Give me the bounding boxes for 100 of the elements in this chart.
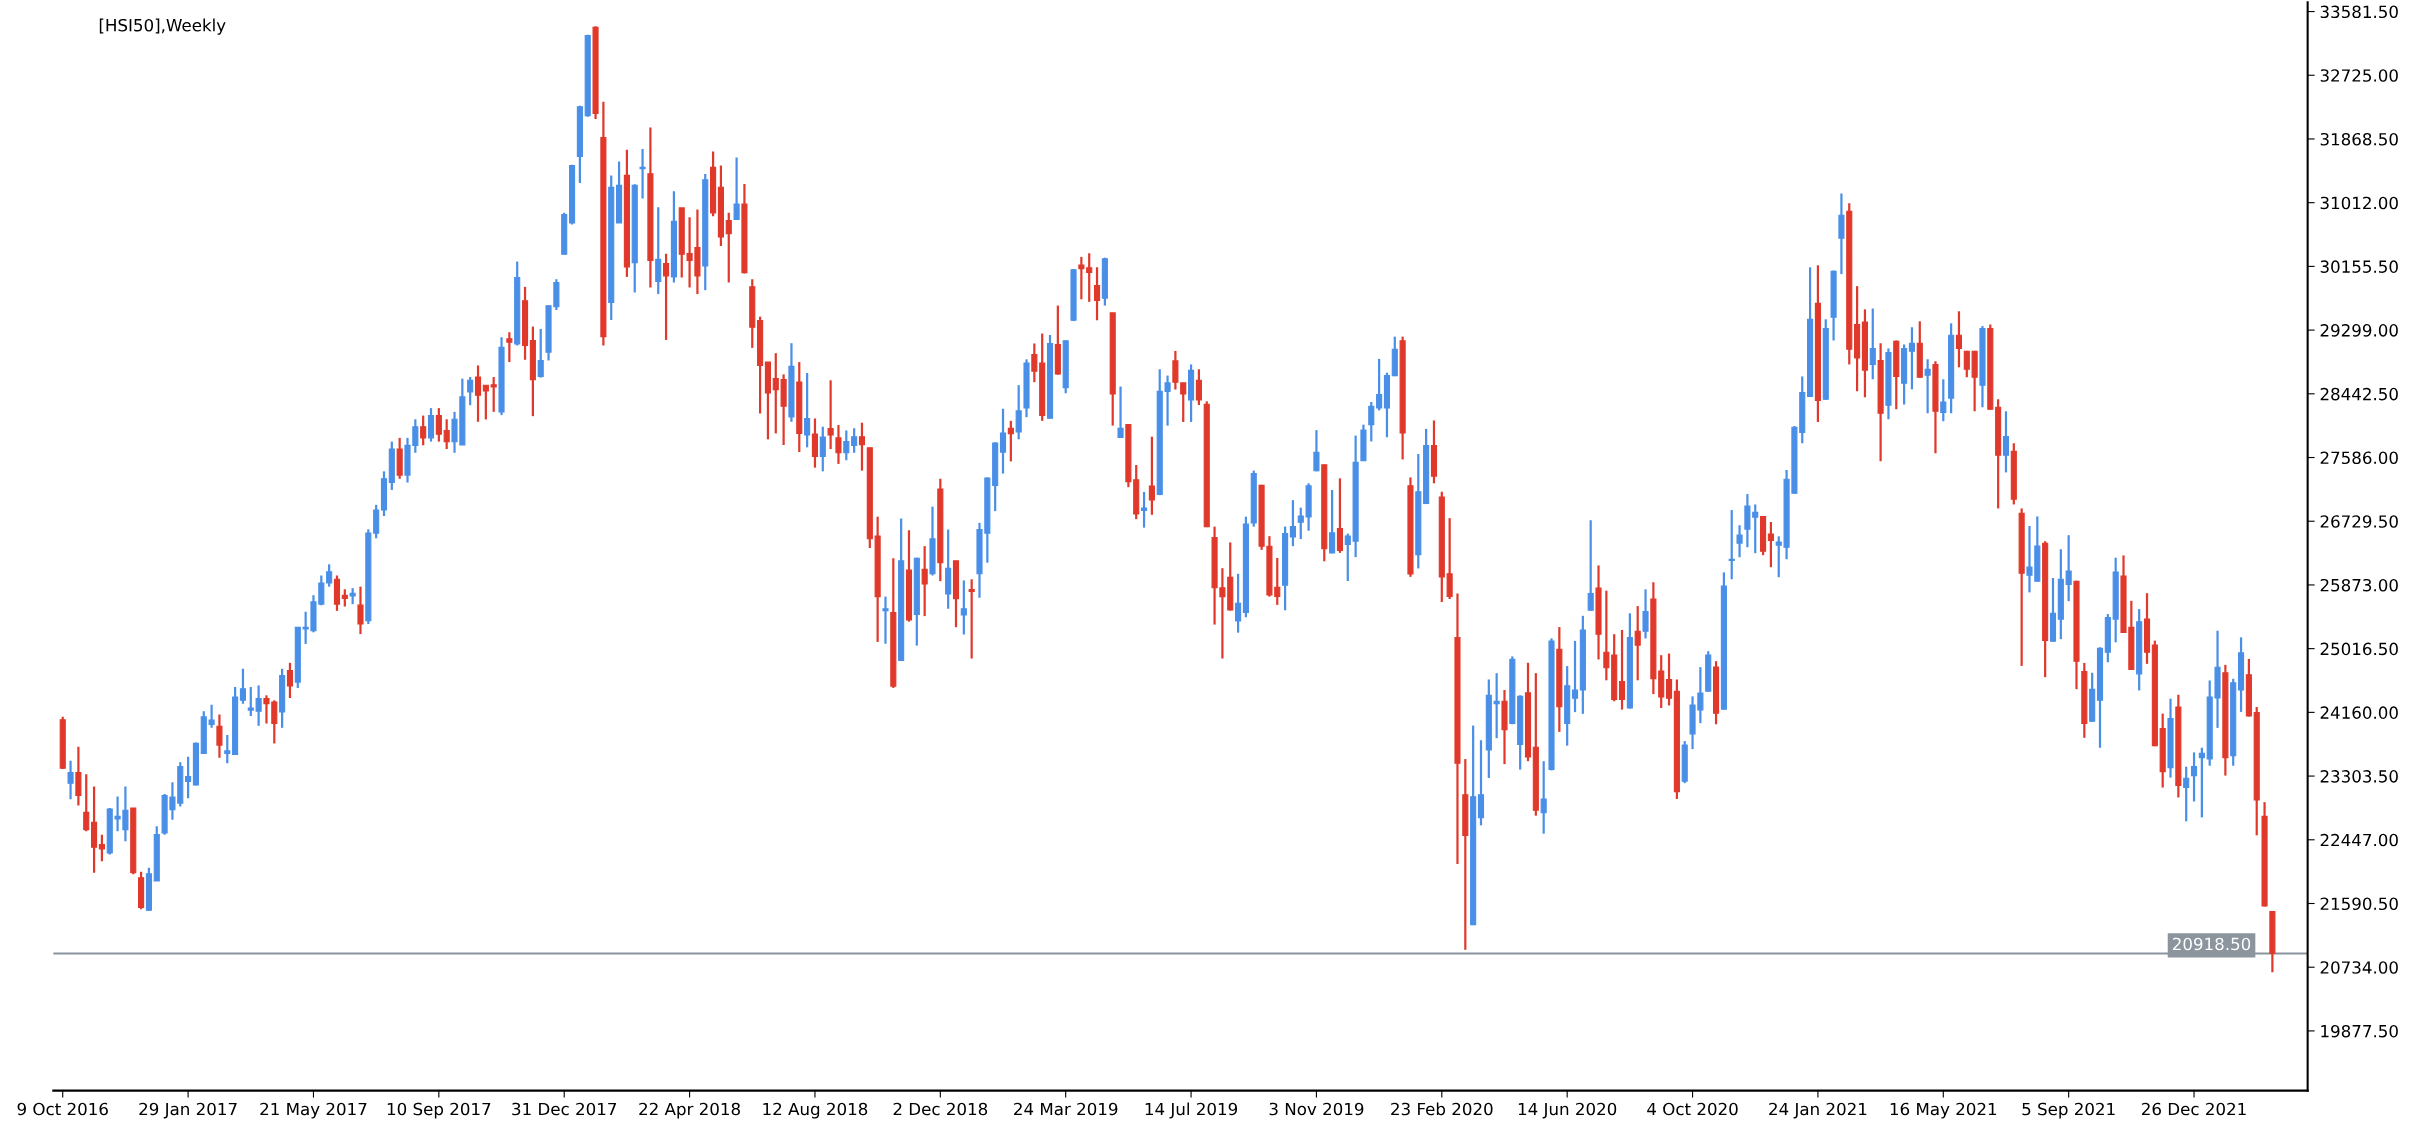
x-tick-label: 10 Sep 2017 xyxy=(387,1102,491,1119)
candlestick xyxy=(882,595,889,645)
y-tick-label: 27586.00 xyxy=(2320,451,2398,465)
candlestick xyxy=(811,417,819,469)
candlestick xyxy=(1195,368,1202,407)
candlestick xyxy=(420,414,427,447)
candlestick xyxy=(1924,358,1931,415)
candlestick xyxy=(725,211,732,284)
y-tick-label: 29299.00 xyxy=(2320,324,2398,337)
candlestick xyxy=(1587,519,1594,612)
candlestick xyxy=(443,418,450,451)
candlestick xyxy=(75,745,82,807)
x-tick-label: 29 Jan 2017 xyxy=(139,1102,237,1119)
candlestick xyxy=(326,563,333,588)
y-tick-label: 30155.50 xyxy=(2320,260,2398,273)
candlestick xyxy=(2065,534,2072,603)
candlestick xyxy=(474,364,482,423)
y-tick-label: 23303.50 xyxy=(2320,770,2398,783)
candlestick xyxy=(1767,520,1774,569)
candlestick xyxy=(1869,307,1876,381)
candlestick xyxy=(2190,751,2198,803)
x-tick-label: 5 Sep 2021 xyxy=(2022,1102,2115,1119)
y-tick-label: 20734.00 xyxy=(2320,961,2398,974)
candlestick xyxy=(357,585,364,636)
x-tick-label: 22 Apr 2018 xyxy=(639,1102,740,1119)
candlestick xyxy=(968,578,975,660)
x-tick-label: 26 Dec 2021 xyxy=(2142,1102,2246,1116)
y-tick-label: 32725.00 xyxy=(2320,69,2398,82)
candlestick xyxy=(1329,488,1336,555)
candlestick xyxy=(435,407,442,443)
x-tick-label: 31 Dec 2017 xyxy=(512,1102,617,1116)
candlestick xyxy=(2198,746,2205,819)
candlestick xyxy=(639,147,646,200)
candlestick xyxy=(655,206,662,296)
candlestick xyxy=(224,734,231,765)
candlestick xyxy=(1368,400,1375,443)
candlestick xyxy=(1838,192,1845,276)
candlestick xyxy=(1140,490,1148,529)
y-tick-label: 33581.50 xyxy=(2320,5,2398,19)
ref-line-label: 20918.50 xyxy=(2172,937,2251,951)
candlestick xyxy=(921,545,928,618)
candlestick xyxy=(490,375,497,413)
x-tick-label: 3 Nov 2019 xyxy=(1269,1102,1364,1116)
x-tick-label: 14 Jun 2020 xyxy=(1518,1102,1617,1119)
candlestick xyxy=(827,379,834,451)
x-tick-label: 21 May 2017 xyxy=(260,1102,367,1119)
candlestick xyxy=(216,713,223,759)
candlestick xyxy=(1618,628,1626,711)
candlestick xyxy=(427,407,435,443)
x-tick-label: 16 May 2021 xyxy=(1890,1102,1997,1119)
candlestick xyxy=(851,427,858,454)
x-tick-label: 9 Oct 2016 xyxy=(17,1102,108,1116)
x-tick-label: 2 Dec 2018 xyxy=(893,1102,988,1116)
candlestick xyxy=(835,423,842,466)
candlestick xyxy=(1940,378,1947,423)
candlestick xyxy=(1955,310,1963,369)
candlestick xyxy=(1007,419,1014,463)
candlestick xyxy=(83,773,90,833)
y-tick-label: 25016.50 xyxy=(2320,642,2398,656)
y-tick-label: 22447.00 xyxy=(2320,833,2398,847)
candlestick xyxy=(1235,572,1242,634)
candlestick xyxy=(1642,588,1649,640)
candlestick xyxy=(1665,652,1673,707)
candlestick xyxy=(1728,508,1735,581)
y-tick-label: 31012.00 xyxy=(2320,196,2398,210)
candlestick xyxy=(819,425,826,473)
candlestick xyxy=(1634,605,1641,682)
text: [HSI50],Weekly xyxy=(99,18,226,35)
candlestick xyxy=(1117,385,1124,439)
candlestick xyxy=(1015,384,1022,441)
y-tick-label: 28442.50 xyxy=(2320,387,2398,401)
candlestick xyxy=(1571,639,1579,714)
x-tick-label: 4 Oct 2020 xyxy=(1647,1102,1738,1116)
candlestick xyxy=(506,331,513,364)
x-tick-label: 23 Feb 2020 xyxy=(1391,1102,1493,1116)
y-tick-label: 25873.00 xyxy=(2320,578,2398,592)
candlestick xyxy=(239,667,247,705)
candlestick xyxy=(1477,739,1485,827)
y-tick-label: 19877.50 xyxy=(2321,1024,2398,1038)
candlestick xyxy=(1540,760,1547,835)
candlestick xyxy=(663,252,670,342)
candlestick xyxy=(1148,435,1155,516)
candlestick xyxy=(733,156,740,222)
candlestick xyxy=(467,375,474,407)
candlestick xyxy=(960,579,967,636)
candlestick xyxy=(1908,326,1916,391)
candlestick xyxy=(2183,765,2190,823)
candlestick xyxy=(373,503,380,540)
candlestick xyxy=(67,759,74,801)
candlestick xyxy=(482,384,489,421)
candlestick xyxy=(999,407,1007,475)
candlestick xyxy=(1313,429,1320,473)
y-tick-label: 26729.50 xyxy=(2320,515,2398,528)
candlestick xyxy=(1093,266,1101,322)
candlestick xyxy=(804,371,811,449)
candlestick xyxy=(858,421,866,472)
candlestick xyxy=(98,833,105,863)
y-tick-label: 31868.50 xyxy=(2320,132,2398,146)
candlestick xyxy=(1336,477,1344,554)
candlestick xyxy=(185,755,192,800)
